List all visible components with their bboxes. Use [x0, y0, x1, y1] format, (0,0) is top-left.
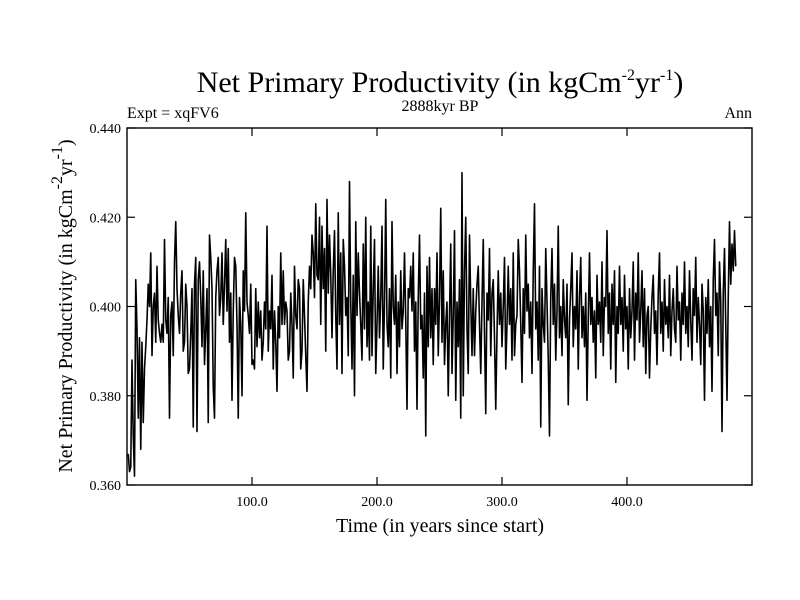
tick-labels: 100.0 200.0 300.0 400.0 0.360 0.380 0.400 0.420… — [90, 122, 643, 510]
x-tick-label: 200.0 — [361, 495, 393, 510]
series-line-npp — [127, 171, 737, 477]
x-axis-label: Time (in years since start) — [336, 515, 544, 537]
y-tick-label: 0.400 — [90, 301, 122, 316]
subtitle-left: Expt = xqFV6 — [127, 105, 219, 122]
y-tick-label: 0.360 — [90, 479, 122, 494]
plot-frame — [126, 127, 753, 486]
x-tick-label: 400.0 — [611, 495, 643, 510]
chart-title: Net Primary Productivity (in kgCm-2yr-1) — [197, 66, 684, 99]
y-tick-label: 0.440 — [90, 122, 122, 137]
x-tick-label: 300.0 — [486, 495, 518, 510]
subtitle-right: Ann — [724, 105, 752, 122]
y-axis-label: Net Primary Productivity (in kgCm-2yr-1) — [49, 139, 77, 472]
x-tick-label: 100.0 — [236, 495, 268, 510]
y-tick-label: 0.380 — [90, 390, 122, 405]
y-tick-label: 0.420 — [90, 211, 122, 226]
subtitle-center: 2888kyr BP — [402, 98, 479, 115]
